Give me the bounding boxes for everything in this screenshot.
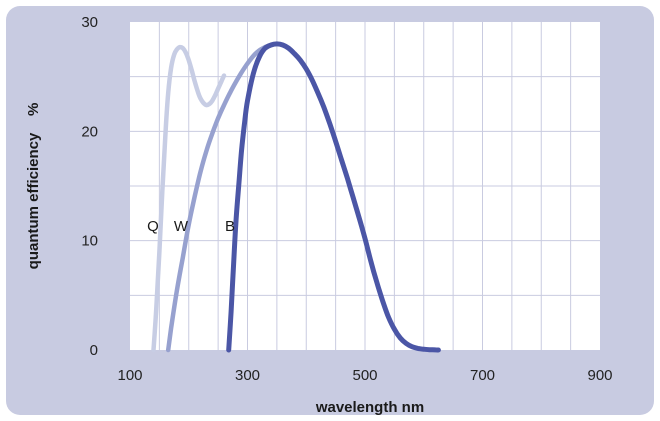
x-tick-label: 700	[470, 367, 495, 384]
curve-label-Q: Q	[147, 218, 159, 235]
y-tick-label: 0	[90, 342, 98, 359]
x-tick-label: 100	[117, 367, 142, 384]
y-tick-label: 20	[81, 123, 98, 140]
curve-label-W: W	[174, 218, 189, 235]
y-tick-label: 30	[81, 14, 98, 31]
series-line-W	[165, 41, 280, 353]
y-axis-label: quantum efficiency %	[25, 103, 42, 270]
x-tick-label: 900	[587, 367, 612, 384]
x-axis-label: wavelength nm	[315, 399, 424, 416]
series-line-Q	[151, 44, 227, 353]
x-tick-label: 500	[352, 367, 377, 384]
series-line-B	[226, 41, 441, 353]
x-tick-label: 300	[235, 367, 260, 384]
curve-label-B: B	[225, 218, 235, 235]
curves	[151, 41, 441, 353]
grid	[130, 22, 600, 350]
tick-labels: 100 300 500 700 900 0 10 20 30	[81, 14, 612, 384]
y-tick-label: 10	[81, 233, 98, 250]
